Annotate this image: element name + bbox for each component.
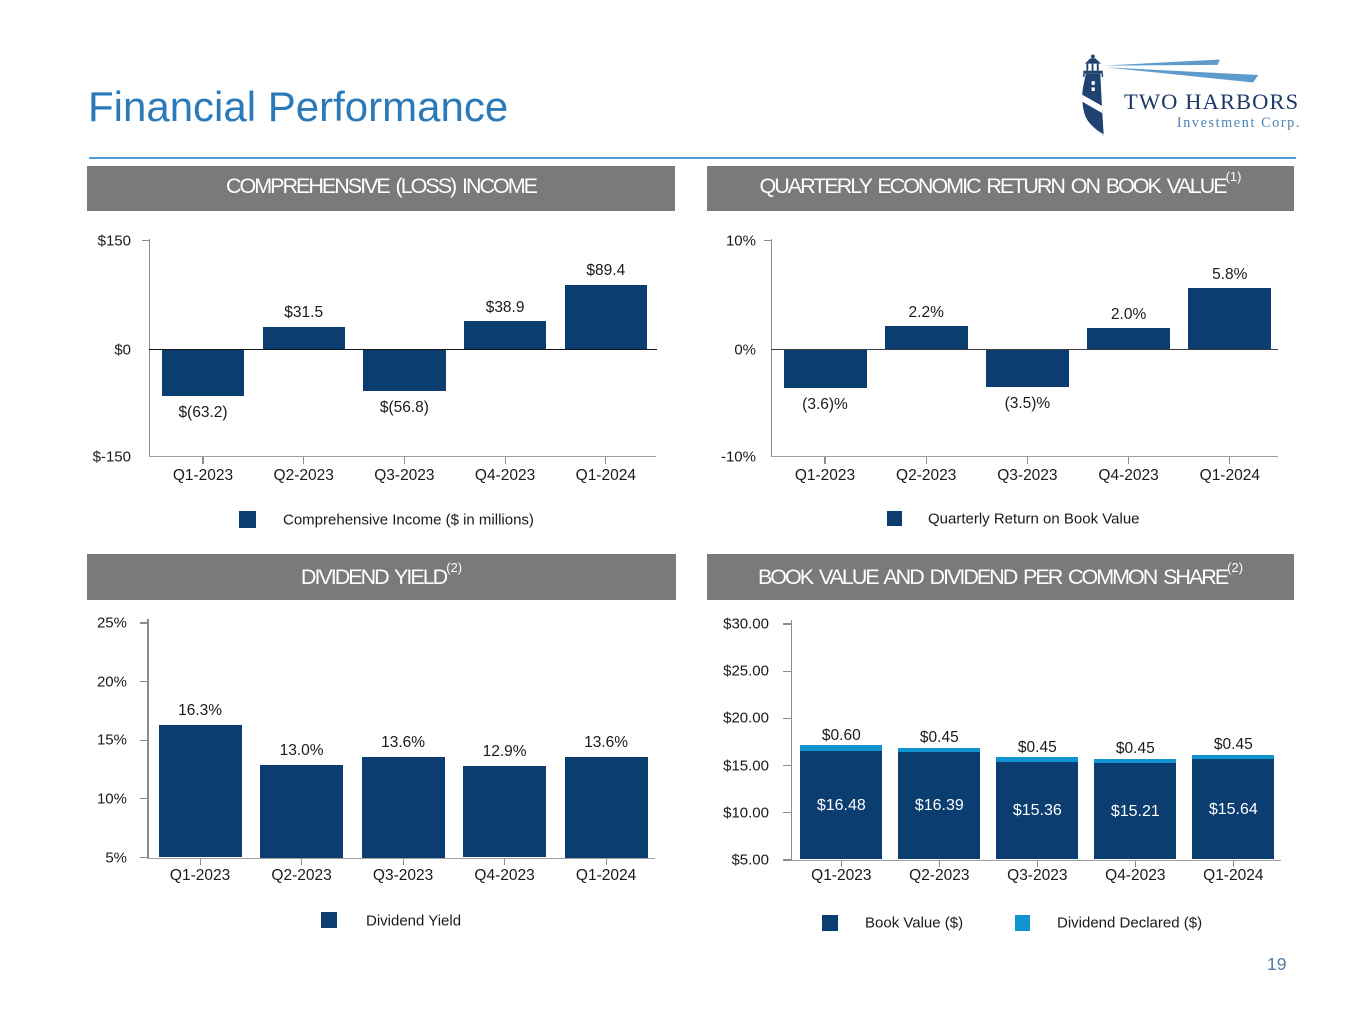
svg-text:Investment Corp.: Investment Corp.: [1177, 115, 1301, 131]
svg-text:TWO HARBORS: TWO HARBORS: [1124, 89, 1299, 114]
